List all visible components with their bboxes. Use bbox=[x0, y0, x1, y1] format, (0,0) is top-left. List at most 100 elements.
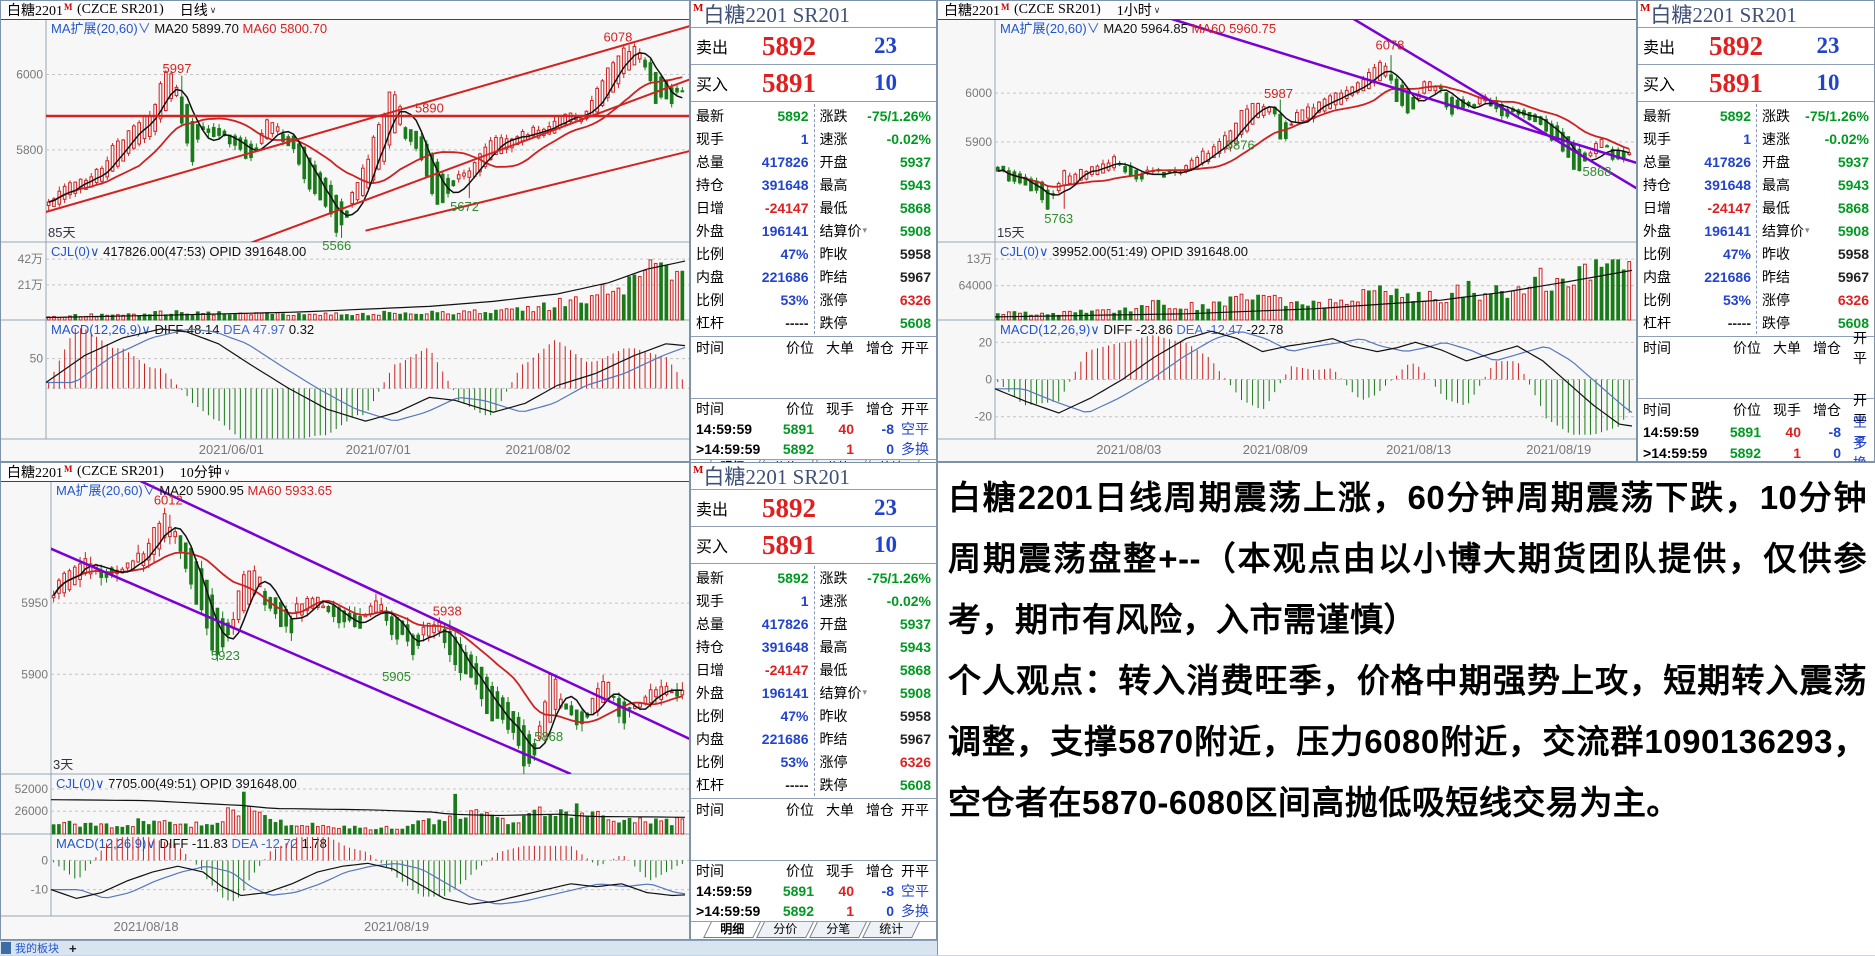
volume-bar-down bbox=[570, 818, 573, 834]
volume-bar-down bbox=[1473, 293, 1476, 320]
bid-price[interactable]: 5891 bbox=[1690, 68, 1782, 99]
chart-instrument-name: 白糖2201 bbox=[944, 0, 1000, 20]
candles-layer bbox=[52, 508, 683, 774]
indicator-label-part: DEA -12.72 bbox=[228, 836, 298, 851]
volume-bar-up bbox=[227, 808, 230, 834]
indicator-label-part: DEA -12.47 bbox=[1173, 322, 1243, 337]
volume-bar-up bbox=[532, 312, 535, 320]
tick-volume: 40 bbox=[814, 421, 854, 437]
period-selector[interactable]: 1小时 bbox=[1117, 0, 1152, 20]
candle-up bbox=[143, 116, 146, 138]
tick-type: 空平 bbox=[894, 419, 931, 439]
ask-price[interactable]: 5892 bbox=[743, 493, 835, 524]
volume-bar-down bbox=[665, 265, 668, 320]
volume-bar-down bbox=[79, 827, 82, 834]
chevron-down-icon[interactable]: ∨ bbox=[210, 5, 217, 16]
candle-down bbox=[179, 536, 182, 551]
indicator-label[interactable]: MA扩展(20,60)∨ MA20 5899.70 MA60 5800.70 bbox=[51, 21, 327, 36]
volume-bar-up bbox=[250, 315, 253, 320]
indicator-label[interactable]: MACD(12,26,9)∨ DIFF 48.14 DEA 47.97 0.32 bbox=[51, 322, 314, 337]
volume-bar-down bbox=[1013, 312, 1016, 320]
volume-bar-up bbox=[517, 823, 520, 834]
tab-统计[interactable]: 统计 bbox=[862, 922, 920, 938]
tab-分价[interactable]: 分价 bbox=[756, 922, 814, 938]
period-selector[interactable]: 10分钟 bbox=[180, 462, 222, 482]
volume-bar-up bbox=[73, 824, 76, 834]
tab-分笔[interactable]: 分笔 bbox=[809, 922, 867, 938]
indicator-label[interactable]: MACD(12,26,9)∨ DIFF -23.86 DEA -12.47 -2… bbox=[1000, 322, 1283, 337]
chevron-down-icon[interactable]: ∨ bbox=[224, 467, 231, 478]
candle-down bbox=[1168, 171, 1171, 172]
indicator-label-part: MACD(12,26,9)∨ bbox=[56, 836, 156, 851]
settlement-arrow-icon[interactable]: ▾ bbox=[1805, 225, 1810, 236]
stat-value: 5892 bbox=[777, 108, 808, 124]
tick-type: 多换 bbox=[894, 439, 931, 459]
volume-bar-down bbox=[1229, 297, 1232, 320]
indicator-label[interactable]: MA扩展(20,60)∨ MA20 5964.85 MA60 5960.75 bbox=[1000, 21, 1276, 36]
stat-value: 5908 bbox=[900, 685, 931, 701]
volume-bar-down bbox=[1129, 312, 1132, 320]
volume-bar-down bbox=[427, 819, 430, 834]
volume-bar-up bbox=[1572, 285, 1575, 320]
volume-bar-up bbox=[527, 306, 530, 320]
candle-up bbox=[649, 690, 652, 703]
bid-price[interactable]: 5891 bbox=[743, 68, 835, 99]
stat-value: 196141 bbox=[762, 685, 809, 701]
period-selector[interactable]: 日线 bbox=[180, 0, 208, 20]
chevron-down-icon[interactable]: ∨ bbox=[1154, 5, 1161, 16]
settlement-arrow-icon[interactable]: ▾ bbox=[863, 225, 868, 236]
big-order-header: 时间价位大单增仓开平 bbox=[691, 337, 936, 359]
volume-bar-up bbox=[1384, 291, 1387, 320]
tick-time-value: 14:59:59 bbox=[1643, 424, 1699, 440]
indicator-label[interactable]: CJL(0)∨ 417826.00(47:53) OPID 391648.00 bbox=[51, 244, 306, 259]
stat-row-速涨: 速涨-0.02% bbox=[815, 127, 937, 150]
ask-label: 卖出 bbox=[691, 496, 743, 520]
volume-bar-down bbox=[533, 810, 536, 834]
price-axis-tick: 6000 bbox=[965, 86, 992, 100]
candle-down bbox=[327, 606, 330, 611]
volume-bar-down bbox=[285, 826, 288, 834]
tab-明细[interactable]: 明细 bbox=[703, 922, 761, 938]
indicator-label[interactable]: MA扩展(20,60)∨ MA20 5900.95 MA60 5933.65 bbox=[56, 483, 332, 498]
volume-bar-up bbox=[590, 296, 593, 320]
add-board-button[interactable]: + bbox=[69, 941, 77, 956]
tab-label: 明细 bbox=[720, 922, 744, 937]
candle-up bbox=[84, 559, 87, 574]
candle-down bbox=[475, 664, 478, 684]
statusbar-tab-my-boards[interactable]: 我的板块 bbox=[15, 940, 59, 956]
bid-price[interactable]: 5891 bbox=[743, 530, 835, 561]
indicator-label[interactable]: CJL(0)∨ 39952.00(51:49) OPID 391648.00 bbox=[1000, 244, 1248, 259]
tick-table-header: 时间价位现手增仓开平 bbox=[691, 399, 936, 419]
tick-oi-change: 0 bbox=[854, 903, 894, 919]
volume-bar-up bbox=[117, 315, 120, 320]
settlement-arrow-icon[interactable]: ▾ bbox=[863, 687, 868, 698]
indicator-label-part: DIFF -23.86 bbox=[1100, 322, 1173, 337]
tick-col-header: 时间 bbox=[1643, 400, 1715, 420]
stat-label: 结算价 bbox=[820, 683, 862, 703]
ask-price[interactable]: 5892 bbox=[1690, 31, 1782, 62]
stat-label: 涨跌 bbox=[1762, 106, 1790, 126]
candle-down bbox=[280, 602, 283, 626]
indicator-label[interactable]: CJL(0)∨ 7705.00(49:51) OPID 391648.00 bbox=[56, 776, 297, 791]
candle-down bbox=[1129, 166, 1132, 176]
volume-bar-down bbox=[1467, 281, 1470, 320]
ask-price[interactable]: 5892 bbox=[743, 31, 835, 62]
tick-oi-change: -8 bbox=[854, 883, 894, 899]
candle-up bbox=[301, 604, 304, 615]
volume-bar-down bbox=[628, 818, 631, 834]
candle-up bbox=[122, 140, 125, 161]
volume-bar-up bbox=[372, 315, 375, 320]
